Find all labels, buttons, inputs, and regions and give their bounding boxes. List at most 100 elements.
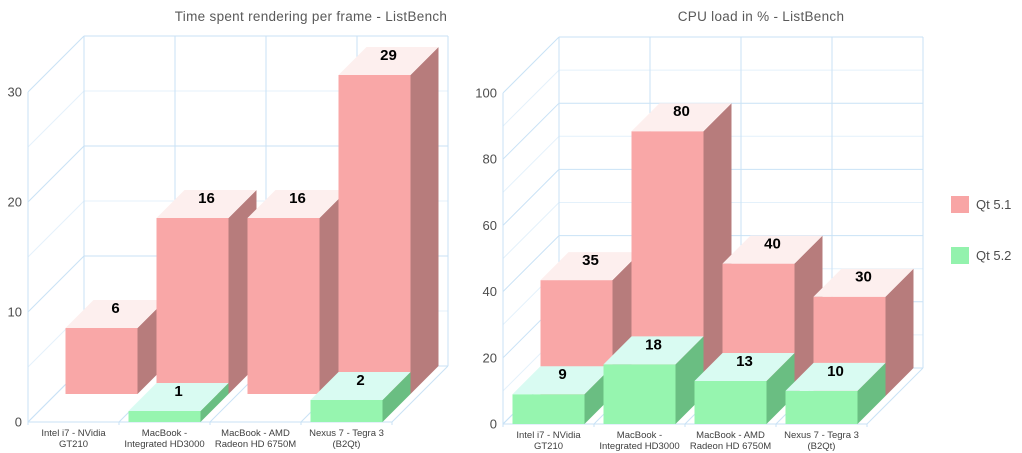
wall-grid-line [502,235,560,292]
category-label-line2: Radeon HD 6750M [215,439,296,450]
bar-front-face [247,218,320,394]
bar-value-label: 80 [673,103,690,120]
bar-value-label: 6 [111,300,119,317]
floor-grid-line [866,367,924,425]
y-tick-label: 0 [15,415,22,430]
bar-front-face [785,390,858,424]
bar-front-face [65,328,138,394]
bar-value-label: 1 [174,383,182,400]
category-label-line1: MacBook - AMD [221,428,290,439]
wall-grid-line [27,35,85,93]
category-label-line1: MacBook - AMD [696,430,765,441]
bar-value-label: 2 [356,372,364,389]
bar-front-face [338,75,411,394]
category-label-line2: Integrated HD3000 [599,441,679,452]
bar-value-label: 13 [736,353,753,370]
category-label-line1: MacBook - [617,430,662,441]
bar-value-label: 40 [764,236,781,253]
category-label-line2: GT210 [534,441,563,452]
bar-top-face [813,268,914,297]
legend: Qt 5.1 Qt 5.2 [951,196,1011,264]
y-tick-label: 10 [8,305,22,320]
y-tick-label: 60 [483,218,497,233]
bar-front-face [603,364,676,424]
wall-grid-line [502,135,560,193]
bar-front-face [694,380,767,424]
bar-Qt-5-2-cat1: 1 [128,383,229,422]
bar-front-face [128,411,201,422]
bar-side-face [382,372,411,422]
y-tick-label: 30 [8,85,22,100]
bar-Qt-5-2-cat3: 2 [310,372,411,422]
legend-swatch-qt52-icon [951,247,969,264]
bar-side-face [766,352,795,424]
y-tick-label: 80 [483,152,497,167]
floor-grid-line [391,365,449,423]
bar-front-face [156,218,229,394]
legend-item-qt52: Qt 5.2 [951,247,1011,264]
category-label-line2: Integrated HD3000 [124,439,204,450]
bar-top-face [722,235,823,264]
bar-Qt-5-2-cat0: 9 [512,366,613,424]
category-label-line1: Intel i7 - NVidia [41,428,106,439]
wall-grid-line [27,145,85,203]
wall-grid-line [27,90,85,148]
wall-grid-line [502,102,560,160]
bar-value-label: 16 [289,190,306,207]
bar-Qt-5-2-cat2: 13 [694,352,795,424]
y-tick-label: 40 [483,284,497,299]
category-label-line1: Nexus 7 - Tegra 3 [309,428,384,439]
y-tick-label: 20 [8,195,22,210]
y-tick-label: 20 [483,350,497,365]
chart-1: 0 20 40 60 80 100 35 80 40 30 9 18 13 10 Intel i7 - NV… [475,36,924,452]
bar-top-face [310,372,411,400]
category-label-line2: Radeon HD 6750M [690,441,771,452]
chart-title-cpu-load: CPU load in % - ListBench [677,9,845,24]
bar-value-label: 10 [827,363,844,380]
category-label-line2: (B2Qt) [333,439,361,450]
bar-top-face [603,336,704,365]
bar-Qt-5-2-cat3: 10 [785,362,886,424]
wall-grid-line [502,36,560,94]
bar-top-face [540,252,641,281]
bar-side-face [857,362,886,424]
bar-top-face [694,352,795,381]
bar-top-face [247,190,348,218]
bar-side-face [885,268,914,396]
bar-value-label: 35 [582,252,599,269]
bar-front-face [631,131,704,396]
category-label-line2: GT210 [59,439,88,450]
bar-top-face [785,362,886,391]
legend-item-qt51: Qt 5.1 [951,196,1011,213]
bar-top-face [512,366,613,395]
bar-front-face [512,394,585,424]
bar-value-label: 29 [380,47,397,64]
bar-front-face [310,400,383,422]
bar-top-face [128,383,229,411]
chart-title-render-time: Time spent rendering per frame - ListBen… [174,9,448,24]
bar-top-face [338,47,439,75]
bar-side-face [410,47,439,394]
bar-Qt-5-1-cat1: 80 [631,103,732,396]
wall-grid-line [502,69,560,127]
bar-value-label: 18 [645,336,662,353]
bar-top-face [631,103,732,132]
bar-Qt-5-1-cat2: 16 [247,190,348,394]
wall-grid-line [27,200,85,258]
legend-label-qt52: Qt 5.2 [976,248,1012,263]
wall-grid-line [27,255,85,313]
wall-grid-line [502,202,560,259]
y-tick-label: 0 [490,417,497,432]
bar-top-face [65,300,166,328]
legend-swatch-qt51-icon [951,196,969,213]
bar-Qt-5-1-cat0: 6 [65,300,166,394]
category-label-line1: Nexus 7 - Tegra 3 [784,430,859,441]
category-label-line2: (B2Qt) [808,441,836,452]
bar-Qt-5-2-cat1: 18 [603,336,704,424]
category-label-line1: MacBook - [142,428,187,439]
category-label-line1: Intel i7 - NVidia [516,430,581,441]
bar-value-label: 16 [198,190,215,207]
